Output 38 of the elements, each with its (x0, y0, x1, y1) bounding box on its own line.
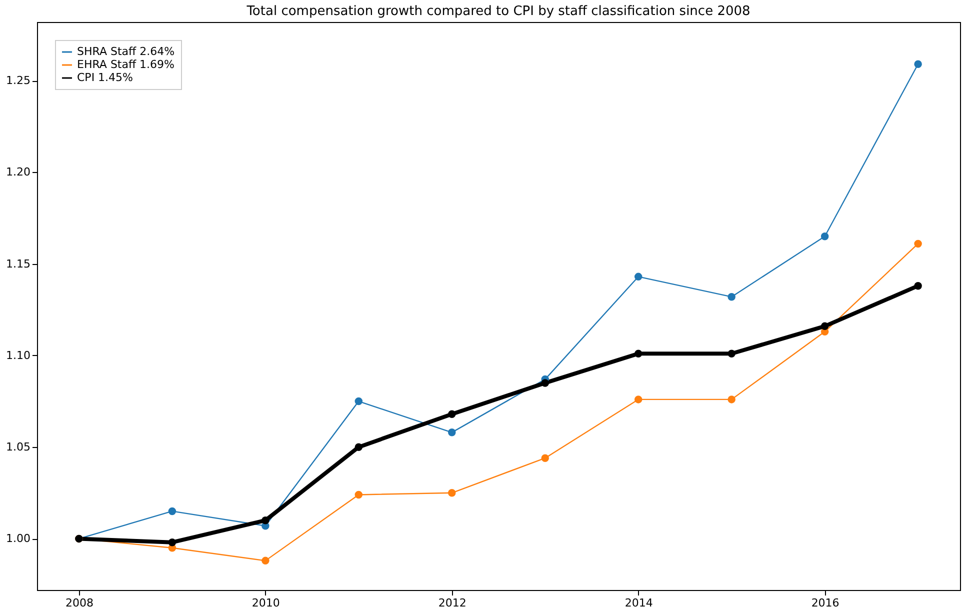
point (914, 282, 922, 290)
point (820, 322, 829, 330)
point (914, 60, 922, 68)
point (914, 240, 922, 248)
point (728, 396, 736, 404)
point (541, 379, 549, 387)
point (448, 489, 456, 497)
y-tick-label: 1.20 (6, 166, 30, 179)
chart-title: Total compensation growth compared to CPI by staff classification since 2008 (246, 4, 750, 19)
point (168, 507, 176, 516)
x-tick-label: 2014 (624, 596, 653, 610)
point (541, 454, 549, 462)
point (634, 272, 642, 281)
x-tick-label: 2012 (438, 596, 466, 610)
y-tick-label: 1.10 (6, 348, 30, 362)
point (262, 516, 270, 524)
y-tick-label: 1.05 (6, 440, 30, 454)
point (634, 350, 642, 358)
x-tick-label: 2016 (811, 596, 840, 610)
y-tick-label: 1.00 (6, 532, 30, 546)
point (354, 397, 363, 406)
legend-label: EHRA Staff 1.69% (77, 58, 174, 71)
point (634, 396, 642, 404)
point (728, 350, 736, 358)
legend-label: SHRA Staff 2.64% (77, 45, 175, 58)
x-tick-label: 2010 (252, 596, 280, 610)
point (262, 556, 270, 565)
point (354, 490, 363, 499)
point (820, 232, 829, 240)
point (354, 443, 363, 451)
x-tick-label: 2008 (65, 596, 94, 610)
point (448, 428, 456, 436)
point (728, 292, 736, 301)
point (168, 538, 176, 546)
point (448, 410, 456, 418)
legend-label: CPI 1.45% (77, 71, 133, 84)
y-tick-label: 1.25 (6, 74, 30, 88)
y-tick-label: 1.15 (6, 257, 30, 270)
